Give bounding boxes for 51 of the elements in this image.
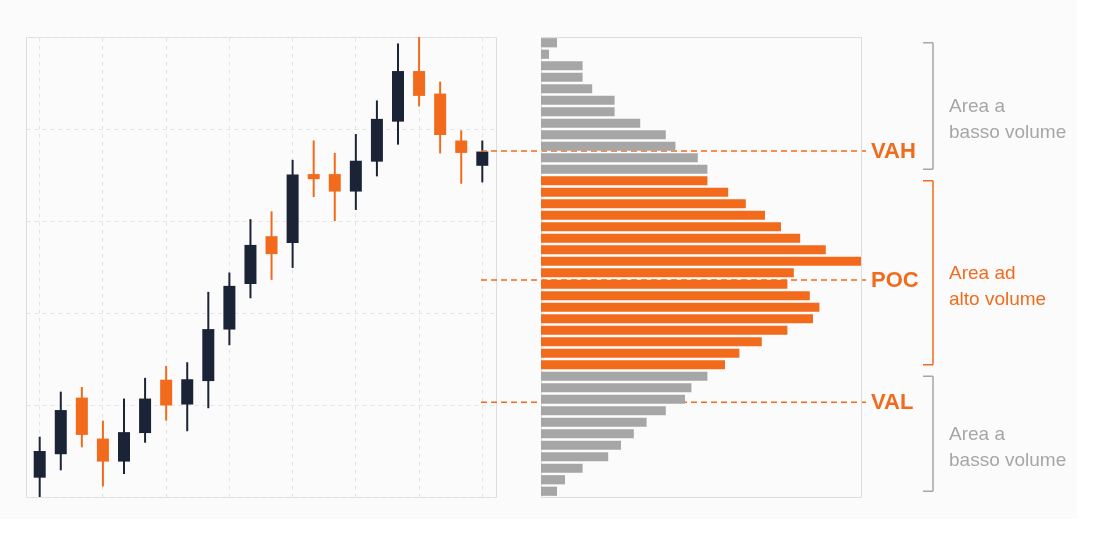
bar <box>541 417 647 427</box>
bar <box>541 268 794 278</box>
bar <box>541 325 788 335</box>
candlestick <box>476 139 489 184</box>
bar <box>541 314 813 324</box>
bar <box>541 176 708 186</box>
candlestick <box>265 210 278 281</box>
bar <box>541 222 781 232</box>
bar <box>541 429 634 439</box>
candlestick <box>455 129 468 185</box>
bar <box>541 210 765 220</box>
text: Area a basso volume <box>949 95 1067 142</box>
bar <box>541 130 666 140</box>
bar <box>541 475 565 485</box>
bar <box>541 486 557 496</box>
text: Area a basso volume <box>949 422 1067 470</box>
bar <box>541 84 593 94</box>
bar <box>541 49 549 59</box>
bar <box>541 118 641 128</box>
text: Area ad alto volume <box>949 261 1047 309</box>
ref-line-label: VAH <box>871 138 916 164</box>
bar <box>541 164 708 174</box>
bar <box>541 337 762 347</box>
bar <box>541 107 615 117</box>
bar <box>541 440 621 450</box>
bar <box>541 187 729 197</box>
bar <box>541 72 583 82</box>
bar <box>541 153 698 163</box>
bar <box>541 256 861 266</box>
candlestick <box>328 151 341 222</box>
bar <box>541 302 820 312</box>
bar <box>541 141 676 151</box>
bar <box>541 38 557 48</box>
bar <box>541 245 826 255</box>
bar <box>541 406 666 416</box>
candlestick <box>96 419 109 488</box>
ref-line-label: VAL <box>871 389 914 415</box>
candlestick <box>307 139 320 199</box>
bar <box>541 383 692 393</box>
bar <box>541 233 801 243</box>
bar <box>541 291 810 301</box>
bar <box>541 452 609 462</box>
bar <box>541 199 746 209</box>
bar <box>541 61 583 71</box>
bar <box>541 360 725 370</box>
bar <box>541 348 740 358</box>
ref-line-label: POC <box>871 266 919 292</box>
bar <box>541 95 615 105</box>
bar <box>541 394 685 404</box>
bar <box>541 463 583 473</box>
bar <box>541 371 708 381</box>
